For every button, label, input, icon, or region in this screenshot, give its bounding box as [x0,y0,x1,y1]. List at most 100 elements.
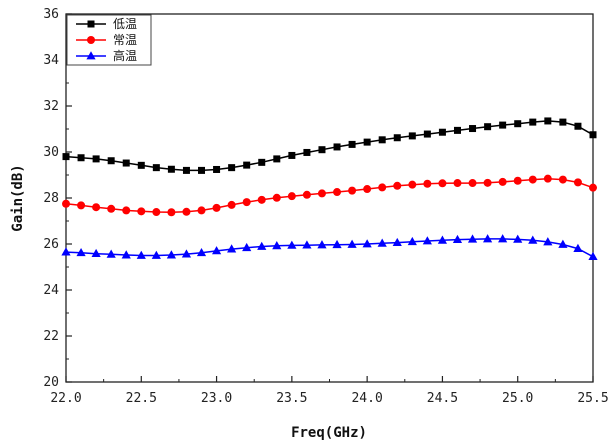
data-point [589,131,597,139]
data-point [332,239,342,249]
series-line [65,120,594,172]
data-point [258,158,266,166]
x-tick-label: 22.5 [126,391,157,406]
data-point [363,138,371,146]
data-point [242,198,251,207]
legend-marker [86,51,96,60]
data-point [302,240,312,249]
y-tick-label: 20 [43,375,59,390]
data-point [423,179,432,188]
data-point [77,154,85,162]
data-point [272,193,281,202]
data-point [469,125,477,133]
data-point [362,239,372,248]
data-point [393,134,401,142]
data-point [437,235,448,244]
data-point [121,250,131,259]
data-point [543,174,552,183]
data-point [137,161,145,169]
data-point [288,151,296,159]
data-point [378,183,387,192]
data-point [559,118,567,126]
data-point [467,234,478,243]
data-point [136,250,146,259]
data-point [61,247,71,256]
data-point [287,192,296,201]
y-tick-label: 28 [43,191,59,206]
data-point [302,190,311,199]
data-point [558,175,567,184]
data-point [227,244,237,253]
data-point [228,164,236,172]
data-point [227,200,236,209]
data-point [92,203,101,212]
legend-label: 低温 [113,17,137,31]
data-point [167,208,176,217]
data-point [92,155,100,163]
data-point [483,234,493,243]
data-point [347,239,357,248]
data-point [287,240,297,249]
x-axis-ticks: 22.0 22.5 23.0 23.5 24.0 24.5 25.0 25.5 [50,376,609,406]
data-point [558,239,568,248]
series-2 [62,174,597,217]
data-point [378,136,386,144]
data-point [452,234,463,244]
y-tick-label: 32 [43,99,59,114]
x-axis-title: Freq(GHz) [291,425,367,441]
data-point [438,128,446,136]
series-line [65,177,594,214]
legend-marker [87,20,95,28]
x-tick-label: 25.0 [502,391,533,406]
legend-label: 高温 [113,48,137,63]
data-point [152,208,161,217]
y-tick-label: 24 [43,283,59,298]
data-point [166,250,176,259]
data-point [257,241,267,250]
data-point [543,237,553,246]
data-point [107,204,116,213]
data-point [196,247,207,257]
data-point [573,178,582,187]
data-point [529,118,537,126]
data-point [212,203,221,212]
y-axis-title: Gain(dB) [10,164,26,231]
data-point [181,249,192,258]
data-point [243,161,251,169]
data-point [273,155,281,163]
data-point [514,120,522,128]
data-point [198,166,206,174]
data-point [213,165,221,173]
x-tick-label: 24.5 [427,391,458,406]
data-point [574,122,582,130]
data-point [528,235,538,244]
data-point [106,249,116,258]
data-point [122,159,130,167]
y-tick-label: 36 [43,7,59,22]
legend-label: 常温 [113,33,137,47]
data-point [152,164,160,172]
data-point [498,177,507,186]
data-point [422,236,432,245]
data-point [393,181,402,190]
data-point [544,117,552,125]
data-point [333,143,341,151]
data-point [317,240,327,249]
data-point [182,207,191,216]
data-point [498,234,508,243]
series-1 [62,117,597,174]
y-tick-label: 22 [43,329,59,344]
data-point [318,146,326,154]
plot-frame [65,13,594,383]
data-point [423,130,431,138]
data-point [182,166,190,174]
data-point [377,238,387,247]
data-point [392,237,402,247]
data-point [573,243,583,252]
x-tick-label: 23.5 [276,391,307,406]
x-tick-label: 25.5 [577,391,608,406]
data-point [483,178,492,187]
data-point [137,207,146,216]
data-point [528,175,537,184]
